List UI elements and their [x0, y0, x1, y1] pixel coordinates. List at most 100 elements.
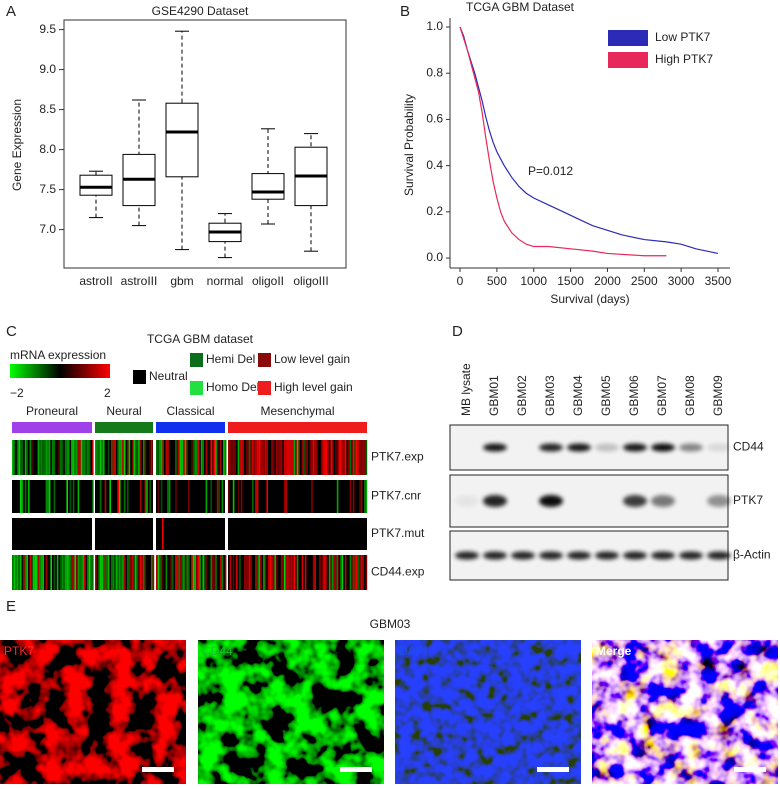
- heat-stripe: [194, 555, 196, 590]
- heat-stripe: [175, 555, 177, 590]
- heat-stripe: [248, 555, 251, 590]
- cnv-swatch: [190, 381, 203, 395]
- y-axis-label: Gene Expression: [10, 99, 24, 191]
- heat-stripe: [178, 440, 180, 475]
- heat-stripe: [280, 440, 283, 475]
- heat-stripe: [237, 480, 240, 513]
- heat-stripe: [109, 480, 111, 513]
- heat-stripe: [352, 440, 355, 475]
- heat-stripe: [44, 440, 46, 475]
- heat-stripe: [12, 555, 14, 590]
- heat-stripe: [107, 555, 110, 590]
- heat-stripe: [24, 555, 27, 590]
- heat-stripe: [114, 440, 116, 475]
- x-tick-label: oligoII: [252, 274, 284, 288]
- heat-stripe: [264, 440, 267, 475]
- heat-stripe: [72, 480, 75, 513]
- heat-stripe: [18, 555, 20, 590]
- heat-stripe: [183, 555, 185, 590]
- heat-stripe: [119, 440, 121, 475]
- heat-stripe: [312, 440, 315, 475]
- heat-stripe: [228, 440, 230, 475]
- heat-stripe: [151, 440, 153, 475]
- heat-stripe: [115, 555, 118, 590]
- subtype-label: Neural: [106, 404, 141, 418]
- heat-stripe: [159, 555, 161, 590]
- band: [595, 551, 619, 560]
- heat-stripe: [213, 555, 216, 590]
- heat-stripe: [309, 440, 312, 475]
- x-tick-label: 2000: [594, 274, 621, 288]
- heat-stripe: [205, 440, 208, 475]
- heat-stripe: [20, 440, 22, 475]
- heat-stripe: [160, 480, 163, 513]
- heat-stripe: [175, 480, 177, 513]
- heat-stripe: [288, 555, 291, 590]
- scale-title: mRNA expression: [10, 348, 106, 362]
- protein-label: CD44: [733, 440, 764, 454]
- heat-stripe: [284, 555, 286, 590]
- band: [455, 551, 479, 560]
- heat-stripe: [183, 440, 185, 475]
- heat-stripe: [311, 480, 313, 513]
- heat-stripe: [36, 555, 38, 590]
- x-axis-label: Survival (days): [550, 292, 629, 306]
- heat-stripe: [261, 440, 264, 475]
- heat-stripe: [293, 440, 296, 475]
- heat-stripe: [240, 440, 243, 475]
- heat-stripe: [107, 440, 110, 475]
- if-texture: [395, 640, 581, 784]
- row-label: PTK7.exp: [371, 450, 424, 464]
- subtype-bar: [12, 422, 92, 433]
- heat-stripe: [21, 440, 24, 475]
- heat-stripe: [359, 480, 361, 513]
- heat-stripe: [272, 440, 275, 475]
- heat-stripe: [139, 440, 142, 475]
- heat-stripe: [123, 555, 126, 590]
- heat-stripe: [37, 555, 40, 590]
- lane-label: GBM07: [655, 375, 669, 416]
- heat-stripe: [68, 555, 70, 590]
- heat-stripe: [186, 440, 188, 475]
- heat-stripe: [258, 440, 260, 475]
- heat-stripe: [215, 440, 217, 475]
- heat-stripe: [277, 440, 280, 475]
- survival-curve: [459, 26, 667, 257]
- heat-stripe: [58, 440, 60, 475]
- heat-stripe: [232, 480, 235, 513]
- heat-stripe: [96, 440, 99, 475]
- heat-stripe: [18, 440, 20, 475]
- heat-stripe: [354, 440, 356, 475]
- heat-stripe: [319, 555, 321, 590]
- heat-stripe: [245, 440, 248, 475]
- heat-stripe: [352, 480, 355, 513]
- band: [623, 443, 647, 452]
- panel-label: D: [452, 323, 463, 340]
- heat-stripe: [285, 480, 288, 513]
- heat-stripe: [13, 440, 16, 475]
- heat-stripe: [184, 555, 187, 590]
- lane-label: GBM03: [543, 375, 557, 416]
- channel-label: DAPI: [399, 644, 427, 658]
- heat-stripe: [229, 555, 232, 590]
- heat-stripe: [66, 440, 68, 475]
- panel-label: A: [6, 3, 16, 20]
- heat-stripe: [123, 440, 126, 475]
- heat-stripe: [255, 480, 257, 513]
- panel-label: E: [6, 598, 16, 615]
- heat-stripe: [131, 555, 134, 590]
- heat-stripe: [136, 555, 139, 590]
- heat-stripe: [184, 440, 187, 475]
- heat-stripe: [29, 555, 32, 590]
- heat-stripe: [271, 555, 273, 590]
- heat-stripe: [336, 440, 339, 475]
- heat-stripe: [276, 440, 278, 475]
- heat-bg: [156, 480, 225, 513]
- plot-frame: [63, 19, 347, 269]
- x-tick-label: oligoIII: [293, 274, 328, 288]
- heat-stripe: [192, 440, 195, 475]
- heat-stripe: [356, 440, 358, 475]
- heat-stripe: [180, 440, 182, 475]
- heat-stripe: [117, 440, 119, 475]
- heat-stripe: [220, 440, 222, 475]
